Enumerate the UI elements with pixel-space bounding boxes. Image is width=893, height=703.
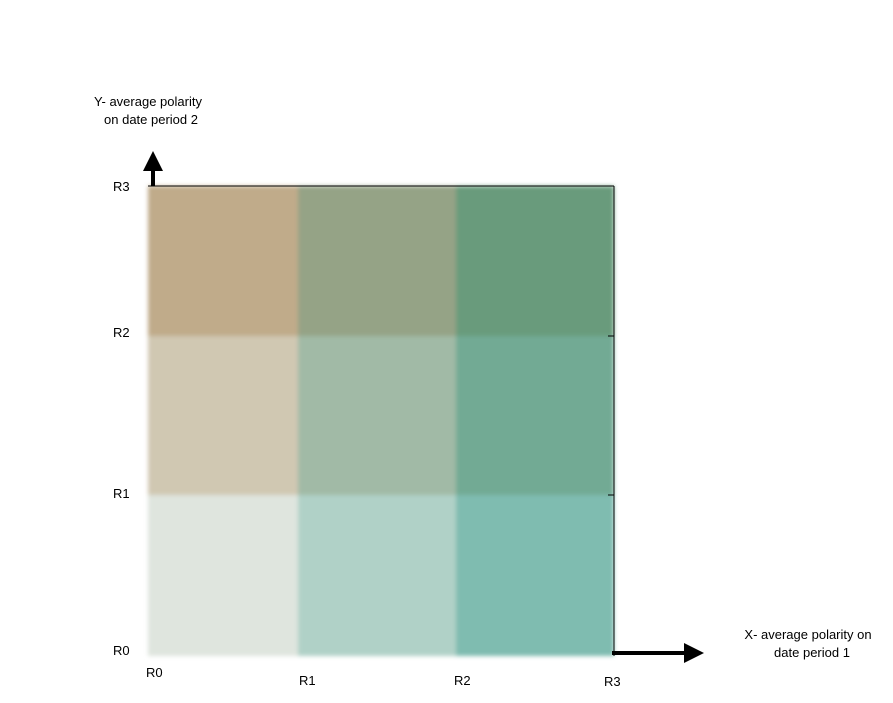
x-axis-title-line-1: X- average polarity on — [744, 627, 871, 642]
y-tick-label-r1: R1 — [113, 486, 130, 501]
heatmap-cell-xr2-r3-yr0-r1 — [456, 495, 614, 656]
heatmap-cell-xr0-r1-yr0-r1 — [148, 495, 298, 656]
heatmap-cell-xr2-r3-yr1-r2 — [456, 336, 614, 495]
x-tick-label-r3: R3 — [604, 674, 621, 689]
x-tick-label-r2: R2 — [454, 673, 471, 688]
heatmap-cell-xr2-r3-yr2-r3 — [456, 186, 614, 336]
heatmap-cell-xr1-r2-yr1-r2 — [298, 336, 456, 495]
x-tick-label-r0: R0 — [146, 665, 163, 680]
y-axis-title-line-1: Y- average polarity — [94, 94, 202, 109]
x-tick-label-r1: R1 — [299, 673, 316, 688]
heatmap-cells — [148, 186, 614, 656]
y-axis-title-line-2: on date period 2 — [104, 112, 198, 127]
x-axis-title-line-2: date period 1 — [774, 645, 850, 660]
heatmap-cell-xr1-r2-yr2-r3 — [298, 186, 456, 336]
heatmap-cell-xr1-r2-yr0-r1 — [298, 495, 456, 656]
y-tick-label-r0: R0 — [113, 643, 130, 658]
heatmap-cell-xr0-r1-yr1-r2 — [148, 336, 298, 495]
y-tick-label-r3: R3 — [113, 179, 130, 194]
heatmap-cell-xr0-r1-yr2-r3 — [148, 186, 298, 336]
y-tick-label-r2: R2 — [113, 325, 130, 340]
